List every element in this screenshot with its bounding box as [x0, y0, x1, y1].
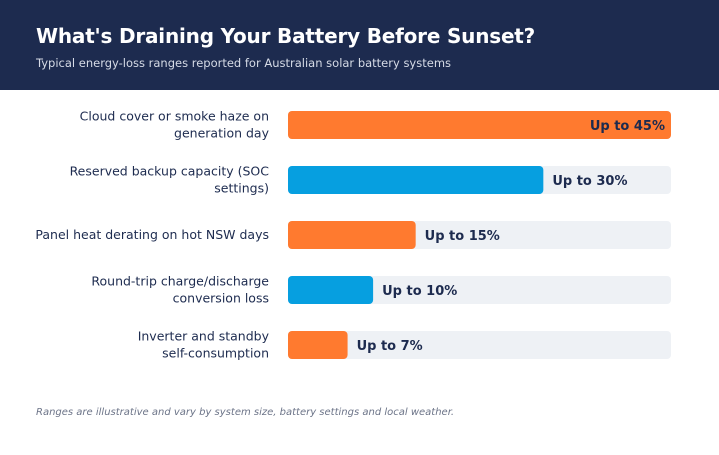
value-label: Up to 10% — [382, 284, 457, 299]
bar-row: Round-trip charge/discharge conversion lo… — [91, 274, 671, 306]
value-label: Up to 15% — [425, 229, 500, 244]
category-label: Cloud cover or smoke haze on generation d… — [80, 109, 270, 141]
bar-chart-svg: Cloud cover or smoke haze on generation d… — [35, 109, 671, 361]
bar — [288, 331, 348, 359]
bar-chart: Cloud cover or smoke haze on generation d… — [0, 90, 719, 400]
value-label: Up to 45% — [590, 119, 665, 134]
bar-row: Reserved backup capacity (SOC settings) Up… — [70, 164, 671, 196]
category-label: Round-trip charge/discharge conversion lo… — [91, 274, 269, 306]
bar-track — [288, 276, 671, 304]
chart-title: What's Draining Your Battery Before Suns… — [36, 24, 536, 48]
chart-header: What's Draining Your Battery Before Suns… — [0, 0, 719, 90]
category-label: Panel heat derating on hot NSW days — [35, 227, 269, 242]
bar — [288, 276, 374, 304]
bar — [288, 111, 671, 139]
bar-row: Cloud cover or smoke haze on generation d… — [80, 109, 671, 141]
bar — [288, 166, 544, 194]
chart-subtitle: Typical energy-loss ranges reported for … — [36, 56, 452, 70]
category-label: Reserved backup capacity (SOC settings) — [70, 164, 270, 196]
bar-track — [288, 331, 671, 359]
value-label: Up to 30% — [552, 174, 627, 189]
bar — [288, 221, 416, 249]
bar-row: Inverter and standby self-consumption Up t… — [138, 329, 671, 361]
bar-row: Panel heat derating on hot NSW days Up to… — [35, 221, 671, 249]
footnote: Ranges are illustrative and vary by syst… — [36, 407, 455, 418]
category-label: Inverter and standby self-consumption — [138, 329, 270, 361]
value-label: Up to 7% — [357, 339, 423, 354]
